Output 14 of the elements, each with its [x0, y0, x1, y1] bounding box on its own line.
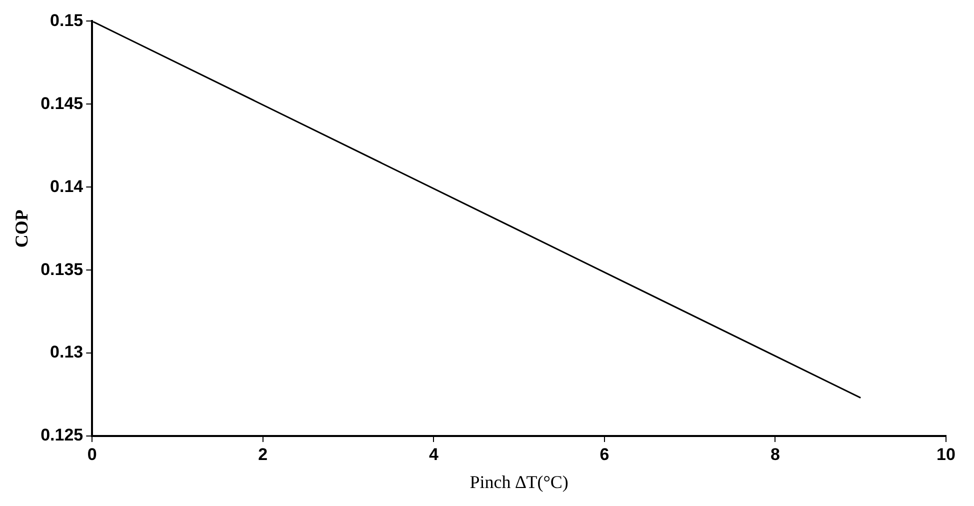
x-tick-label: 0 [87, 444, 97, 464]
y-tick-label: 0.125 [40, 426, 84, 445]
y-tick-label: 0.145 [40, 94, 84, 113]
x-axis-title: Pinch ∆T(°C) [470, 472, 568, 492]
y-tick-label: 0.15 [50, 10, 84, 30]
y-tick-label: 0.14 [50, 176, 84, 196]
y-axis-title: COP [11, 210, 32, 248]
y-tick-label: 0.13 [50, 342, 84, 362]
x-tick-label: 4 [428, 444, 439, 464]
x-tick-label: 10 [936, 444, 956, 464]
x-tick-label: 6 [600, 444, 610, 464]
x-tick-label: 2 [258, 444, 268, 464]
y-tick-label: 0.135 [40, 260, 84, 279]
x-tick-label: 8 [770, 444, 780, 464]
